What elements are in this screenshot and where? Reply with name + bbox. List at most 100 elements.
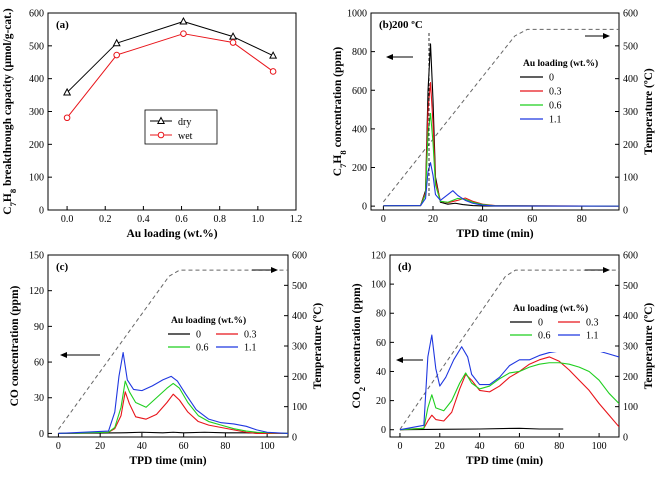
y2-tick-label: 400: [292, 311, 307, 322]
legend-label: 0.3: [586, 318, 599, 329]
y2-tick-label: 500: [292, 281, 307, 292]
x-tick-label: 40: [137, 441, 147, 452]
data-point-wet: [269, 68, 277, 75]
temperature-line: [58, 269, 288, 430]
y2-tick-label: 300: [292, 342, 307, 353]
series-line-wet: [66, 33, 274, 119]
x-axis-label: Au loading (wt.%): [126, 228, 217, 240]
x-tick-label: 100: [592, 441, 607, 452]
x-tick-label: 20: [95, 441, 105, 452]
y-axis-label: C7H8 concentration (ppm): [332, 47, 348, 177]
x-tick-label: 0.2: [99, 214, 112, 225]
y-tick-label: 90: [34, 322, 44, 333]
legend-label: dry: [178, 117, 191, 128]
y-axis-label: CO concentration (ppm): [9, 285, 21, 406]
y-tick-label: 600: [352, 86, 367, 97]
series-line-dry: [66, 21, 274, 93]
series-line-0.3: [399, 356, 619, 431]
legend-label: 1.1: [586, 331, 599, 342]
data-point-dry: [112, 38, 121, 47]
x-tick-label: 0: [56, 441, 61, 452]
y2-axis-label: Temperature (ºC): [643, 303, 655, 390]
legend-label: 0.3: [549, 87, 562, 98]
y-tick-label: 40: [376, 367, 386, 378]
panel-label: (b): [379, 19, 393, 31]
data-point-wet: [180, 30, 187, 37]
arrow-right-head: [603, 33, 610, 39]
y2-tick-label: 600: [292, 251, 307, 262]
panel-label: (c): [56, 261, 69, 273]
y2-tick-label: 0: [623, 206, 628, 217]
y-tick-label: 60: [34, 358, 44, 369]
y2-tick-label: 500: [623, 41, 638, 52]
y2-tick-label: 100: [623, 402, 638, 413]
legend-marker: [156, 116, 166, 124]
legend-label: 0: [549, 73, 554, 84]
legend-label: 0: [196, 330, 201, 341]
legend-title: Au loading (wt.%): [171, 315, 246, 326]
y-tick-label: 30: [34, 393, 44, 404]
y2-tick-label: 200: [623, 140, 638, 151]
y-tick-label: 60: [376, 338, 386, 349]
annotation-temperature: 200 ºC: [392, 19, 423, 31]
y-tick-label: 0: [381, 425, 386, 436]
y2-tick-label: 0: [623, 433, 628, 444]
series-line-0.3: [383, 81, 619, 207]
arrow-left-head: [386, 54, 393, 60]
data-point-wet: [113, 51, 120, 59]
y2-tick-label: 600: [623, 9, 638, 20]
legend-bg: [165, 312, 283, 364]
y-axis-label: CO2 concentration (ppm): [351, 283, 367, 408]
x-tick-label: 0.0: [61, 214, 74, 225]
legend-label: 0.6: [538, 331, 551, 342]
x-tick-label: 0.4: [137, 214, 150, 225]
series-line-0.6: [58, 380, 288, 434]
x-tick-label: 80: [577, 214, 587, 225]
legend-bg: [507, 300, 615, 352]
x-tick-label: 80: [554, 441, 564, 452]
y-tick-label: 0: [39, 429, 44, 440]
x-tick-label: 1.0: [252, 214, 265, 225]
x-tick-label: 20: [435, 441, 445, 452]
x-tick-label: 40: [478, 214, 488, 225]
legend-label: 1.1: [244, 343, 257, 354]
x-tick-label: 60: [179, 441, 189, 452]
y-tick-label: 120: [371, 251, 386, 262]
panel-c: 0 20 40 60 80 100 0 30 60 90 120 150 0 100 200 300 400 50…: [9, 251, 324, 468]
y-tick-label: 300: [29, 107, 44, 118]
data-point-dry: [179, 16, 188, 25]
x-axis-label: TPD time (min): [456, 228, 533, 240]
y2-tick-label: 0: [292, 433, 297, 444]
panel-label: (d): [398, 261, 412, 273]
temperature-line: [383, 28, 619, 203]
y2-tick-label: 500: [623, 281, 638, 292]
y2-tick-label: 200: [292, 372, 307, 383]
data-point-wet: [229, 39, 237, 46]
legend-label: 0.6: [549, 101, 562, 112]
x-tick-label: 0: [381, 214, 386, 225]
y-tick-label: 0: [362, 202, 367, 213]
y-tick-label: 200: [352, 163, 367, 174]
y-tick-label: 800: [352, 47, 367, 58]
legend-label: 0.3: [244, 330, 257, 341]
series-line-1.1: [383, 162, 619, 207]
series-line-0.3: [58, 391, 288, 434]
y2-tick-label: 100: [292, 402, 307, 413]
legend-box: [144, 109, 218, 145]
x-tick-label: 20: [428, 214, 438, 225]
x-tick-label: 40: [475, 441, 485, 452]
temperature-line: [399, 269, 619, 430]
x-tick-label: 1.2: [290, 214, 303, 225]
legend-marker: [157, 131, 165, 139]
y-tick-label: 150: [29, 251, 44, 262]
legend-label: 0: [538, 318, 543, 329]
panel-a: 0.0 0.2 0.4 0.6 0.8 1.0 1.2 0 100 200 300 400 500 600…: [2, 8, 302, 240]
y2-tick-label: 300: [623, 107, 638, 118]
y-tick-label: 1000: [347, 9, 367, 20]
x-tick-label: 0: [397, 441, 402, 452]
x-axis-label: TPD time (min): [129, 455, 206, 467]
x-tick-label: 60: [527, 214, 537, 225]
series-line-0.6: [383, 112, 619, 207]
panel-d: 0 20 40 60 80 100 0 20 40 60 80 100 120 0 100 200 300 400…: [351, 251, 655, 468]
